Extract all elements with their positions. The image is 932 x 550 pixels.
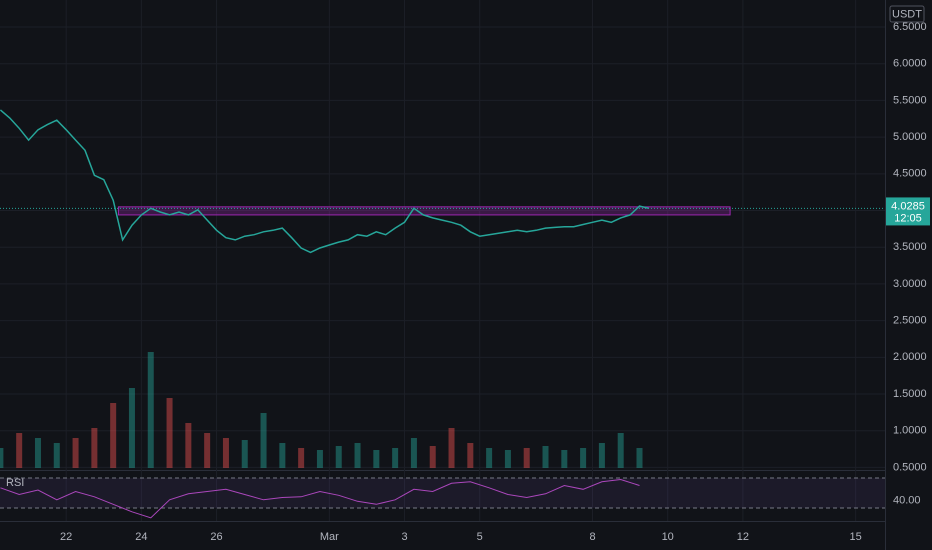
- volume-bar: [373, 450, 380, 468]
- x-tick-label: 3: [401, 531, 407, 543]
- x-tick-label: 15: [850, 531, 862, 543]
- y-tick-label: 5.5000: [893, 94, 927, 106]
- y-tick-label: 5.0000: [893, 131, 927, 143]
- y-tick-label: 2.0000: [893, 351, 927, 363]
- volume-bar: [523, 448, 530, 468]
- volume-bar: [467, 443, 474, 468]
- volume-bar: [166, 398, 173, 468]
- currency-box: [889, 5, 925, 23]
- volume-bar: [34, 438, 41, 468]
- volume-bar: [410, 438, 417, 468]
- volume-bar: [354, 443, 361, 468]
- y-tick-label: 1.0000: [893, 425, 927, 437]
- volume-bar: [16, 433, 23, 468]
- volume-bar: [53, 443, 60, 468]
- x-tick-label: 10: [662, 531, 674, 543]
- volume-bar: [241, 440, 248, 468]
- volume-bar: [204, 433, 211, 468]
- volume-bar: [598, 443, 605, 468]
- volume-bar: [222, 438, 229, 468]
- x-tick-label: 26: [210, 531, 222, 543]
- y-tick-label: 1.5000: [893, 388, 927, 400]
- volume-bar: [185, 423, 192, 468]
- volume-bar: [91, 428, 98, 468]
- volume-bar: [636, 448, 643, 468]
- volume-bar: [72, 438, 79, 468]
- volume-bar: [260, 413, 267, 468]
- x-tick-label: 12: [737, 531, 749, 543]
- rsi-line: [0, 478, 640, 519]
- volume-bar: [110, 403, 117, 468]
- volume-bar: [147, 352, 154, 468]
- volume-bar: [335, 446, 342, 468]
- last-price-label: 4.0285: [891, 200, 925, 212]
- rsi-tick-label: 40.00: [893, 494, 921, 506]
- volume-bar: [504, 450, 511, 468]
- y-tick-label: 3.0000: [893, 278, 927, 290]
- y-tick-label: 4.5000: [893, 168, 927, 180]
- volume-bar: [279, 443, 286, 468]
- x-tick-label: 8: [589, 531, 595, 543]
- volume-bar: [580, 448, 587, 468]
- rsi-name: RSI: [6, 477, 24, 489]
- volume-bar: [298, 448, 305, 468]
- volume-bar: [316, 450, 323, 468]
- x-tick-label: 24: [135, 531, 147, 543]
- x-tick-label: 5: [477, 531, 483, 543]
- volume-bar: [486, 448, 493, 468]
- volume-bar: [448, 428, 455, 468]
- y-tick-label: 6.0000: [893, 58, 927, 70]
- volume-bar: [429, 446, 436, 468]
- currency: USDT: [892, 8, 922, 20]
- volume-bar: [0, 448, 4, 468]
- volume-bar: [542, 446, 549, 468]
- y-tick-label: 3.5000: [893, 241, 927, 253]
- volume-bar: [617, 433, 624, 468]
- volume-bar: [392, 448, 399, 468]
- price-line: [0, 109, 650, 254]
- y-tick-label: 0.5000: [893, 461, 927, 473]
- y-tick-label: 6.5000: [893, 21, 927, 33]
- volume-bar: [128, 388, 135, 468]
- x-tick-label: 22: [60, 531, 72, 543]
- rsi-band-fill: [0, 478, 885, 509]
- volume-bar: [561, 450, 568, 468]
- last-price-box: [886, 197, 930, 226]
- countdown: 12:05: [894, 212, 922, 224]
- x-tick-label: Mar: [320, 531, 339, 543]
- y-tick-label: 2.5000: [893, 315, 927, 327]
